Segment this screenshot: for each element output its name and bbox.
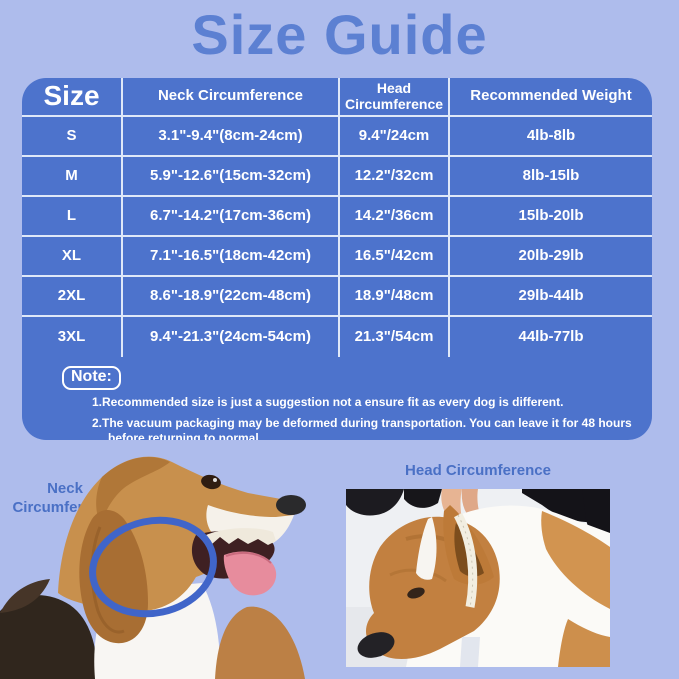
head-circumference-label: Head Circumference — [405, 462, 551, 479]
cell-head: 18.9"/48cm — [340, 277, 450, 315]
note-item-1: 1.Recommended size is just a suggestion … — [92, 395, 564, 409]
table-row: 3XL 9.4"-21.3"(24cm-54cm) 21.3"/54cm 44l… — [22, 317, 652, 357]
cell-neck: 5.9"-12.6"(15cm-32cm) — [123, 157, 340, 195]
page-title: Size Guide — [191, 3, 488, 66]
cell-weight: 4lb-8lb — [526, 126, 576, 144]
note-section: Note: 1.Recommended size is just a sugge… — [22, 357, 652, 440]
corgi-head-photo — [346, 489, 610, 667]
header-size: Size — [22, 78, 123, 115]
table-row: S 3.1"-9.4"(8cm-24cm) 9.4"/24cm 4lb-8lb — [22, 117, 652, 157]
cell-neck: 8.6"-18.9"(22cm-48cm) — [123, 277, 340, 315]
table-row: L 6.7"-14.2"(17cm-36cm) 14.2"/36cm 15lb-… — [22, 197, 652, 237]
table-row: M 5.9"-12.6"(15cm-32cm) 12.2"/32cm 8lb-1… — [22, 157, 652, 197]
table-row: 2XL 8.6"-18.9"(22cm-48cm) 18.9"/48cm 29l… — [22, 277, 652, 317]
neck-ring — [89, 516, 217, 618]
size-table: Size Neck Circumference Head Circumferen… — [22, 78, 652, 440]
cell-size: L — [22, 197, 123, 235]
note-item-2: 2.The vacuum packaging may be deformed d… — [92, 415, 632, 440]
cell-weight: 29lb-44lb — [518, 286, 584, 304]
cell-size: 2XL — [22, 277, 123, 315]
note-list: 1.Recommended size is just a suggestion … — [92, 395, 632, 440]
beagle-neck-illustration — [0, 455, 330, 679]
cell-weight: 44lb-77lb — [518, 327, 584, 345]
cell-size: XL — [22, 237, 123, 275]
cell-head: 16.5"/42cm — [340, 237, 450, 275]
cell-weight: 20lb-29lb — [518, 246, 584, 264]
beagle-dog-image — [0, 456, 306, 679]
cell-weight: 15lb-20lb — [518, 206, 584, 224]
header-recommended-weight: Recommended Weight — [470, 87, 632, 105]
cell-head: 14.2"/36cm — [340, 197, 450, 235]
header-head-circumference: Head Circumference — [340, 78, 450, 115]
cell-size: 3XL — [22, 317, 123, 357]
table-header-row: Size Neck Circumference Head Circumferen… — [22, 78, 652, 117]
cell-neck: 7.1"-16.5"(18cm-42cm) — [123, 237, 340, 275]
cell-head: 9.4"/24cm — [340, 117, 450, 155]
cell-weight: 8lb-15lb — [522, 166, 580, 184]
corgi-dog-image — [346, 489, 610, 667]
cell-neck: 9.4"-21.3"(24cm-54cm) — [123, 317, 340, 357]
cell-head: 21.3"/54cm — [340, 317, 450, 357]
measuring-tape — [453, 512, 480, 667]
cell-neck: 3.1"-9.4"(8cm-24cm) — [123, 117, 340, 155]
table-row: XL 7.1"-16.5"(18cm-42cm) 16.5"/42cm 20lb… — [22, 237, 652, 277]
cell-size: M — [22, 157, 123, 195]
cell-head: 12.2"/32cm — [340, 157, 450, 195]
cell-neck: 6.7"-14.2"(17cm-36cm) — [123, 197, 340, 235]
cell-size: S — [22, 117, 123, 155]
note-label: Note: — [62, 366, 121, 390]
header-neck-circumference: Neck Circumference — [123, 78, 340, 115]
